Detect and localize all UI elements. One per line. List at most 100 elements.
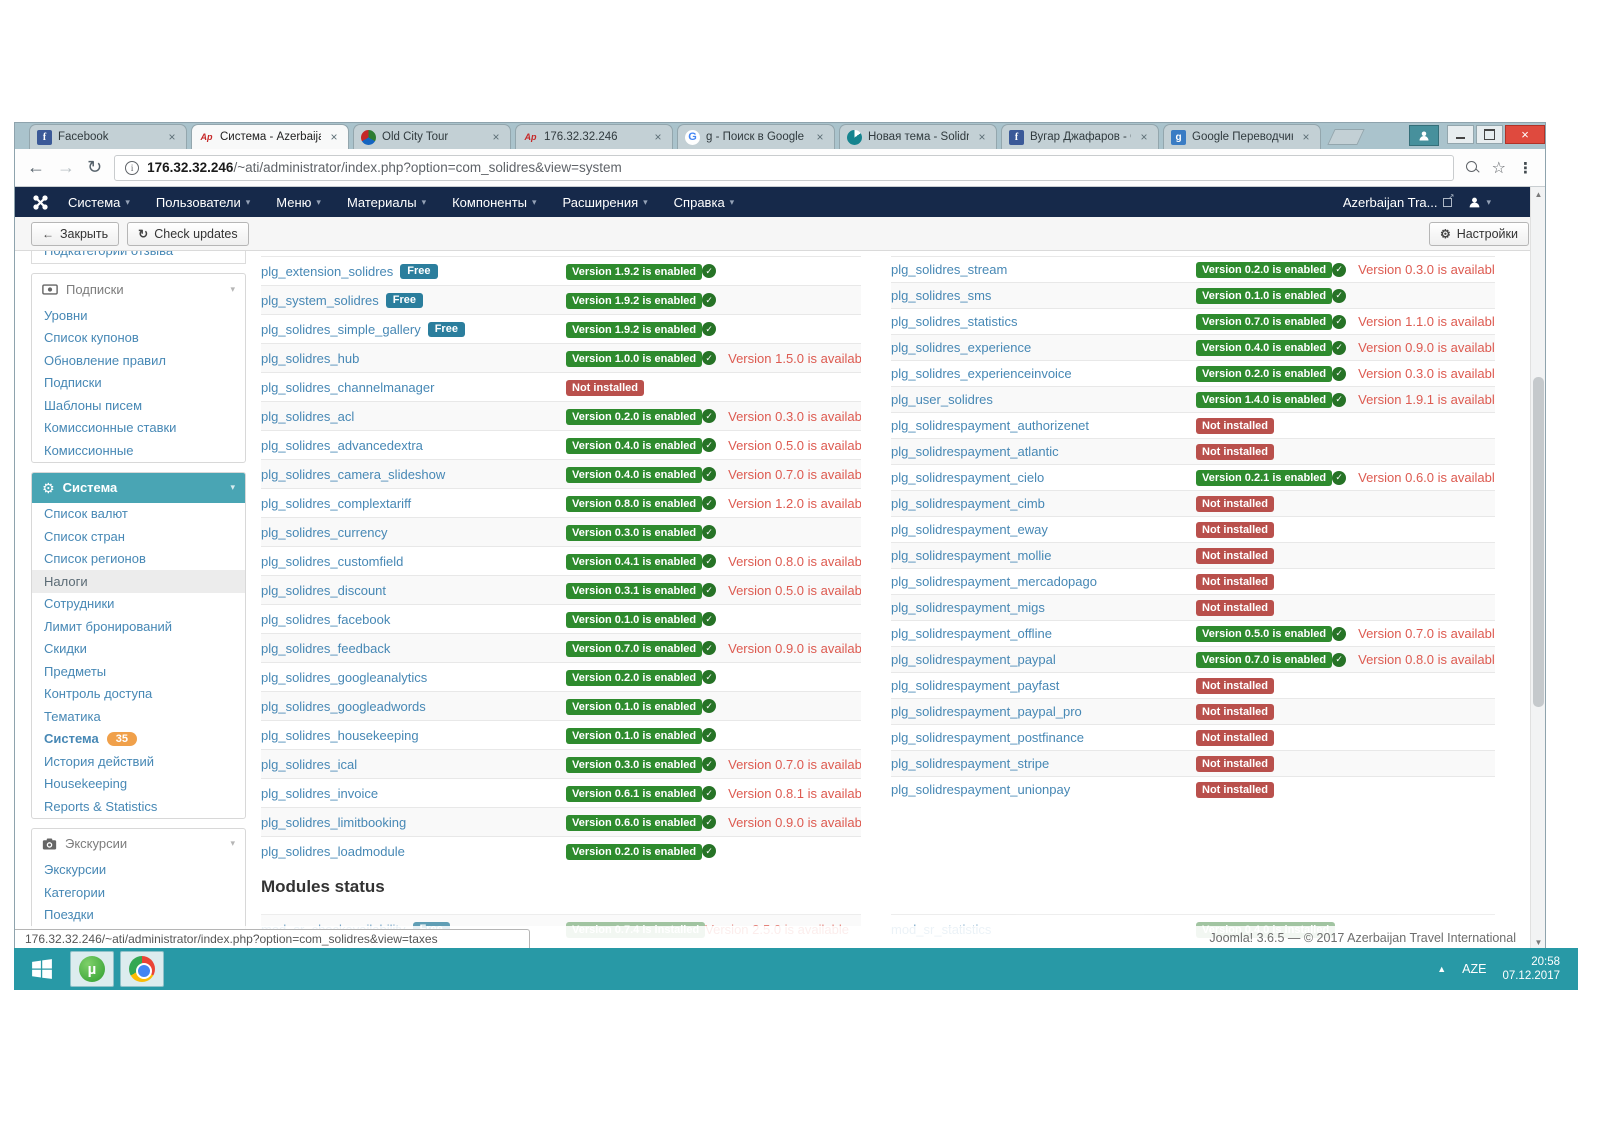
zoom-icon[interactable] [1465,160,1480,175]
panel-header-system[interactable]: Система [32,472,245,503]
bookmark-star-icon[interactable] [1492,158,1506,178]
scroll-down-icon[interactable]: ▼ [1534,937,1543,947]
plugin-name-link[interactable]: plg_solidres_discount [261,582,387,598]
new-tab-button[interactable] [1327,129,1365,145]
back-icon[interactable]: ← [27,157,45,177]
plugin-name-link[interactable]: plg_solidres_acl [261,408,355,424]
tab-close-icon[interactable] [327,130,341,144]
plugin-name-link[interactable]: plg_solidres_ical [261,756,358,772]
plugin-name-link[interactable]: plg_solidres_camera_slideshow [261,466,446,482]
plugin-name-link[interactable]: plg_solidrespayment_authorizenet [891,418,1090,433]
plugin-name-link[interactable]: plg_solidres_currency [261,524,388,540]
sidebar-item[interactable]: Список стран [44,528,125,544]
plugin-name-link[interactable]: plg_solidres_limitbooking [261,814,407,830]
tab-close-icon[interactable] [975,130,989,144]
browser-tab[interactable]: Система - Azerbaijan [191,124,349,149]
sidebar-item[interactable]: Комиссионные [44,442,134,458]
plugin-name-link[interactable]: plg_solidrespayment_cimb [891,496,1045,511]
scrollbar[interactable]: ▲ ▼ [1530,187,1545,949]
page-info-icon[interactable] [125,160,140,175]
nav-menu-item[interactable]: Компоненты [439,195,549,210]
plugin-name-link[interactable]: plg_solidrespayment_paypal_pro [891,704,1082,719]
tab-close-icon[interactable] [1299,130,1313,144]
tray-expand-icon[interactable] [1437,964,1446,974]
plugin-name-link[interactable]: plg_solidrespayment_mercadopago [891,574,1097,589]
sidebar-item[interactable]: Тематика [44,708,101,724]
browser-tab[interactable]: Новая тема - Solidres [839,124,997,149]
nav-menu-item[interactable]: Справка [661,195,748,210]
language-indicator[interactable]: AZE [1462,962,1487,976]
nav-menu-item[interactable]: Материалы [334,195,439,210]
plugin-name-link[interactable]: plg_solidrespayment_migs [891,600,1045,615]
options-button[interactable]: Настройки [1428,221,1529,246]
browser-menu-icon[interactable] [1518,159,1533,177]
tab-close-icon[interactable] [813,130,827,144]
scrollbar-thumb[interactable] [1533,377,1544,707]
plugin-name-link[interactable]: plg_solidres_experience [891,340,1032,355]
sidebar-item[interactable]: Сотрудники [44,596,115,612]
collapse-caret-icon[interactable] [230,482,235,493]
nav-menu-item[interactable]: Расширения [550,195,661,210]
sidebar-item[interactable]: Обновление правил [44,352,166,368]
taskbar-clock[interactable]: 20:58 07.12.2017 [1502,955,1560,983]
plugin-name-link[interactable]: plg_solidres_stream [891,262,1008,277]
sidebar-item[interactable]: Скидки [44,641,87,657]
plugin-name-link[interactable]: plg_extension_solidres [261,263,394,279]
plugin-name-link[interactable]: plg_solidres_feedback [261,640,391,656]
taskbar-utorrent-button[interactable] [70,951,114,987]
plugin-name-link[interactable]: plg_user_solidres [891,392,993,407]
plugin-name-link[interactable]: plg_solidres_experienceinvoice [891,366,1072,381]
collapse-caret-icon[interactable] [230,284,235,295]
panel-header-tours[interactable]: Экскурсии [32,829,245,859]
sidebar-item[interactable]: Список валют [44,506,128,522]
plugin-name-link[interactable]: plg_solidres_loadmodule [261,843,405,859]
sidebar-item[interactable]: Housekeeping [44,776,128,792]
plugin-name-link[interactable]: plg_solidrespayment_offline [891,626,1052,641]
sidebar-item[interactable]: Контроль доступа [44,686,153,702]
plugin-name-link[interactable]: plg_solidrespayment_stripe [891,756,1050,771]
forward-icon[interactable]: → [57,157,75,177]
maximize-button[interactable] [1476,125,1503,144]
plugin-name-link[interactable]: plg_solidres_customfield [261,553,404,569]
plugin-name-link[interactable]: plg_solidrespayment_payfast [891,678,1060,693]
sidebar-item[interactable]: Экскурсии [44,862,107,878]
plugin-name-link[interactable]: plg_solidrespayment_unionpay [891,782,1071,797]
plugin-name-link[interactable]: plg_solidres_sms [891,288,992,303]
plugin-name-link[interactable]: plg_solidres_channelmanager [261,379,435,395]
nav-menu-item[interactable]: Система [55,195,143,210]
sidebar-item[interactable]: История действий [44,753,154,769]
sidebar-item[interactable]: Лимит бронирований [44,618,173,634]
plugin-name-link[interactable]: plg_solidres_googleanalytics [261,669,428,685]
close-view-button[interactable]: ← Закрыть [31,221,120,246]
collapse-caret-icon[interactable] [230,838,235,849]
start-button[interactable] [20,948,64,990]
panel-header-subscriptions[interactable]: Подписки [32,274,245,304]
browser-tab[interactable]: Old City Tour [353,124,511,149]
plugin-name-link[interactable]: plg_solidrespayment_atlantic [891,444,1059,459]
plugin-name-link[interactable]: plg_solidrespayment_eway [891,522,1048,537]
browser-tab[interactable]: Google Переводчик [1163,124,1321,149]
sidebar-item[interactable]: Предметы [44,663,107,679]
sidebar-item-clipped[interactable]: Подкатегории отзыва [31,251,246,264]
sidebar-item[interactable]: Система 35 [32,728,245,751]
plugin-name-link[interactable]: plg_solidres_statistics [891,314,1018,329]
sidebar-item[interactable]: Список купонов [44,330,139,346]
sidebar-item[interactable]: Налоги [32,570,245,593]
close-button[interactable] [1505,125,1545,144]
sidebar-item[interactable]: Reports & Statistics [44,798,158,814]
sidebar-item[interactable]: Поездки [44,907,94,923]
admin-user-menu[interactable] [1468,196,1491,209]
plugin-name-link[interactable]: plg_solidres_advancedextra [261,437,423,453]
tab-close-icon[interactable] [651,130,665,144]
plugin-name-link[interactable]: plg_solidres_simple_gallery [261,321,421,337]
check-updates-button[interactable]: ↻ Check updates [127,221,249,246]
chrome-profile-button[interactable] [1409,125,1439,146]
plugin-name-link[interactable]: plg_system_solidres [261,292,379,308]
plugin-name-link[interactable]: plg_solidres_googleadwords [261,698,426,714]
plugin-name-link[interactable]: plg_solidres_invoice [261,785,379,801]
tab-close-icon[interactable] [165,130,179,144]
plugin-name-link[interactable]: plg_solidrespayment_mollie [891,548,1052,563]
browser-tab[interactable]: Facebook [29,124,187,149]
sidebar-item[interactable]: Подписки [44,375,102,391]
plugin-name-link[interactable]: plg_solidres_complextariff [261,495,412,511]
